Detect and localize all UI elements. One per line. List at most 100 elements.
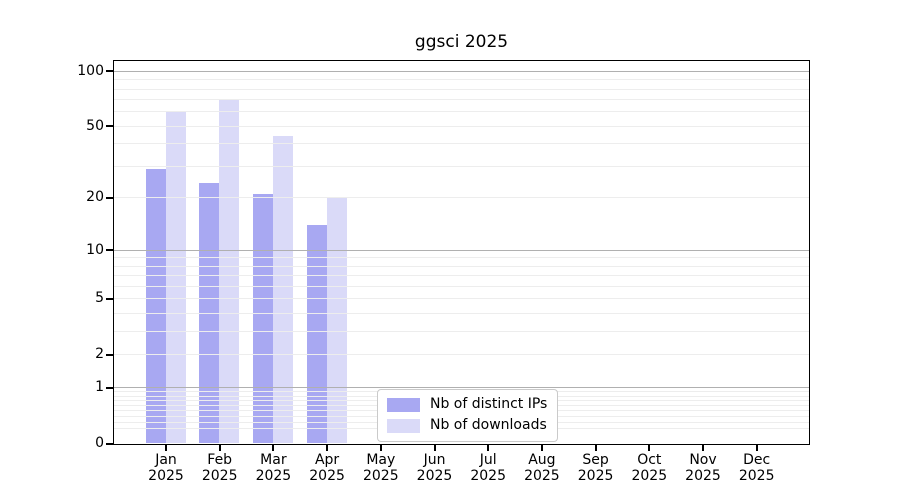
x-tick-month: Sep [582, 452, 609, 468]
bars-layer [114, 61, 809, 444]
x-tick-year: 2025 [685, 468, 721, 484]
gridline-minor [114, 286, 809, 288]
x-tick-year: 2025 [416, 468, 453, 484]
y-tick-label: 20 [86, 189, 104, 206]
x-tick-year: 2025 [309, 468, 345, 484]
x-tick-label: Jan 2025 [134, 452, 198, 484]
y-tick-mark [106, 70, 113, 73]
gridline-minor [114, 111, 809, 113]
x-tick-mark [755, 445, 758, 451]
x-tick-month: Jun [423, 452, 446, 468]
x-tick-month: Feb [207, 452, 233, 468]
bar [252, 193, 273, 443]
x-tick-mark [594, 445, 597, 451]
x-tick-label: Mar 2025 [241, 452, 305, 484]
x-tick-month: Mar [260, 452, 287, 468]
x-tick-label: Dec 2025 [725, 452, 789, 484]
x-tick-label: Jun 2025 [403, 452, 467, 484]
x-tick-year: 2025 [631, 468, 668, 484]
x-tick-year: 2025 [255, 468, 292, 484]
x-tick-month: Jan [155, 452, 177, 468]
legend-label-downloads: Nb of downloads [430, 417, 547, 433]
x-tick-mark [218, 445, 221, 451]
x-tick-month: Jul [479, 452, 497, 468]
legend: Nb of distinct IPs Nb of downloads [377, 389, 559, 442]
gridline-minor [114, 275, 809, 277]
bar [199, 183, 220, 443]
x-tick-mark [165, 445, 167, 451]
y-tick-label: 50 [86, 117, 104, 134]
y-tick-label: 10 [86, 241, 104, 258]
x-tick-mark [648, 445, 651, 451]
x-tick-month: Nov [689, 452, 717, 468]
y-tick-mark [106, 386, 113, 389]
y-tick-mark [106, 353, 113, 356]
x-tick-label: Nov 2025 [671, 452, 735, 484]
x-tick-month: Dec [743, 452, 771, 468]
y-tick-label: 100 [77, 62, 104, 79]
gridline-minor [114, 99, 809, 101]
gridline-minor [114, 257, 809, 259]
y-tick-label: 0 [95, 435, 104, 451]
legend-swatch-distinct-ips-icon [387, 397, 420, 412]
x-tick-year: 2025 [362, 468, 399, 484]
bar [326, 197, 347, 443]
y-tick-label: 5 [95, 290, 104, 307]
x-tick-mark [540, 445, 543, 451]
bar [272, 135, 293, 443]
y-tick-mark [106, 442, 113, 445]
x-tick-month: Apr [314, 452, 340, 468]
x-tick-mark [487, 445, 490, 451]
x-tick-month: Oct [637, 452, 662, 468]
y-tick-mark [106, 196, 113, 199]
x-tick-mark [326, 445, 329, 451]
x-tick-year: 2025 [738, 468, 775, 484]
x-tick-label: May 2025 [349, 452, 413, 484]
x-tick-year: 2025 [148, 468, 184, 484]
x-tick-mark [272, 445, 275, 451]
x-tick-label: Feb 2025 [188, 452, 252, 484]
x-tick-year: 2025 [470, 468, 506, 484]
x-tick-label: Sep 2025 [564, 452, 628, 484]
gridline-minor [114, 88, 809, 90]
gridline-minor [114, 331, 809, 333]
x-tick-mark [433, 445, 436, 451]
gridline-minor [114, 166, 809, 168]
gridline-major [114, 387, 809, 389]
bar [219, 99, 240, 443]
y-tick-label: 1 [95, 379, 104, 396]
x-tick-year: 2025 [577, 468, 614, 484]
x-tick-year: 2025 [201, 468, 238, 484]
x-tick-month: Aug [528, 452, 556, 468]
legend-item-downloads: Nb of downloads [387, 417, 547, 434]
bar [306, 224, 327, 443]
y-tick-mark [106, 297, 113, 300]
x-tick-label: Apr 2025 [295, 452, 359, 484]
gridline-minor [114, 125, 809, 127]
bar [145, 168, 166, 443]
y-tick-label: 2 [95, 346, 104, 363]
bar [165, 111, 186, 443]
grid-layer [114, 61, 809, 444]
gridline-minor [114, 354, 809, 356]
legend-item-distinct-ips: Nb of distinct IPs [387, 396, 547, 413]
gridline-minor [114, 143, 809, 145]
x-tick-label: Jul 2025 [456, 452, 520, 484]
x-tick-year: 2025 [524, 468, 560, 484]
gridline-major [114, 249, 809, 251]
gridline-minor [114, 298, 809, 300]
gridline-minor [114, 79, 809, 81]
gridline-minor [114, 313, 809, 315]
gridline-minor [114, 265, 809, 267]
chart-title: ggsci 2025 [414, 32, 509, 52]
plot-area: Nb of distinct IPs Nb of downloads [113, 60, 810, 445]
gridline-major [114, 70, 809, 72]
x-tick-month: May [366, 452, 396, 468]
x-tick-label: Aug 2025 [510, 452, 574, 484]
y-tick-mark [106, 249, 113, 252]
x-tick-mark [702, 445, 704, 451]
x-tick-label: Oct 2025 [617, 452, 681, 484]
legend-swatch-downloads-icon [387, 418, 420, 433]
legend-label-distinct-ips: Nb of distinct IPs [430, 396, 548, 412]
